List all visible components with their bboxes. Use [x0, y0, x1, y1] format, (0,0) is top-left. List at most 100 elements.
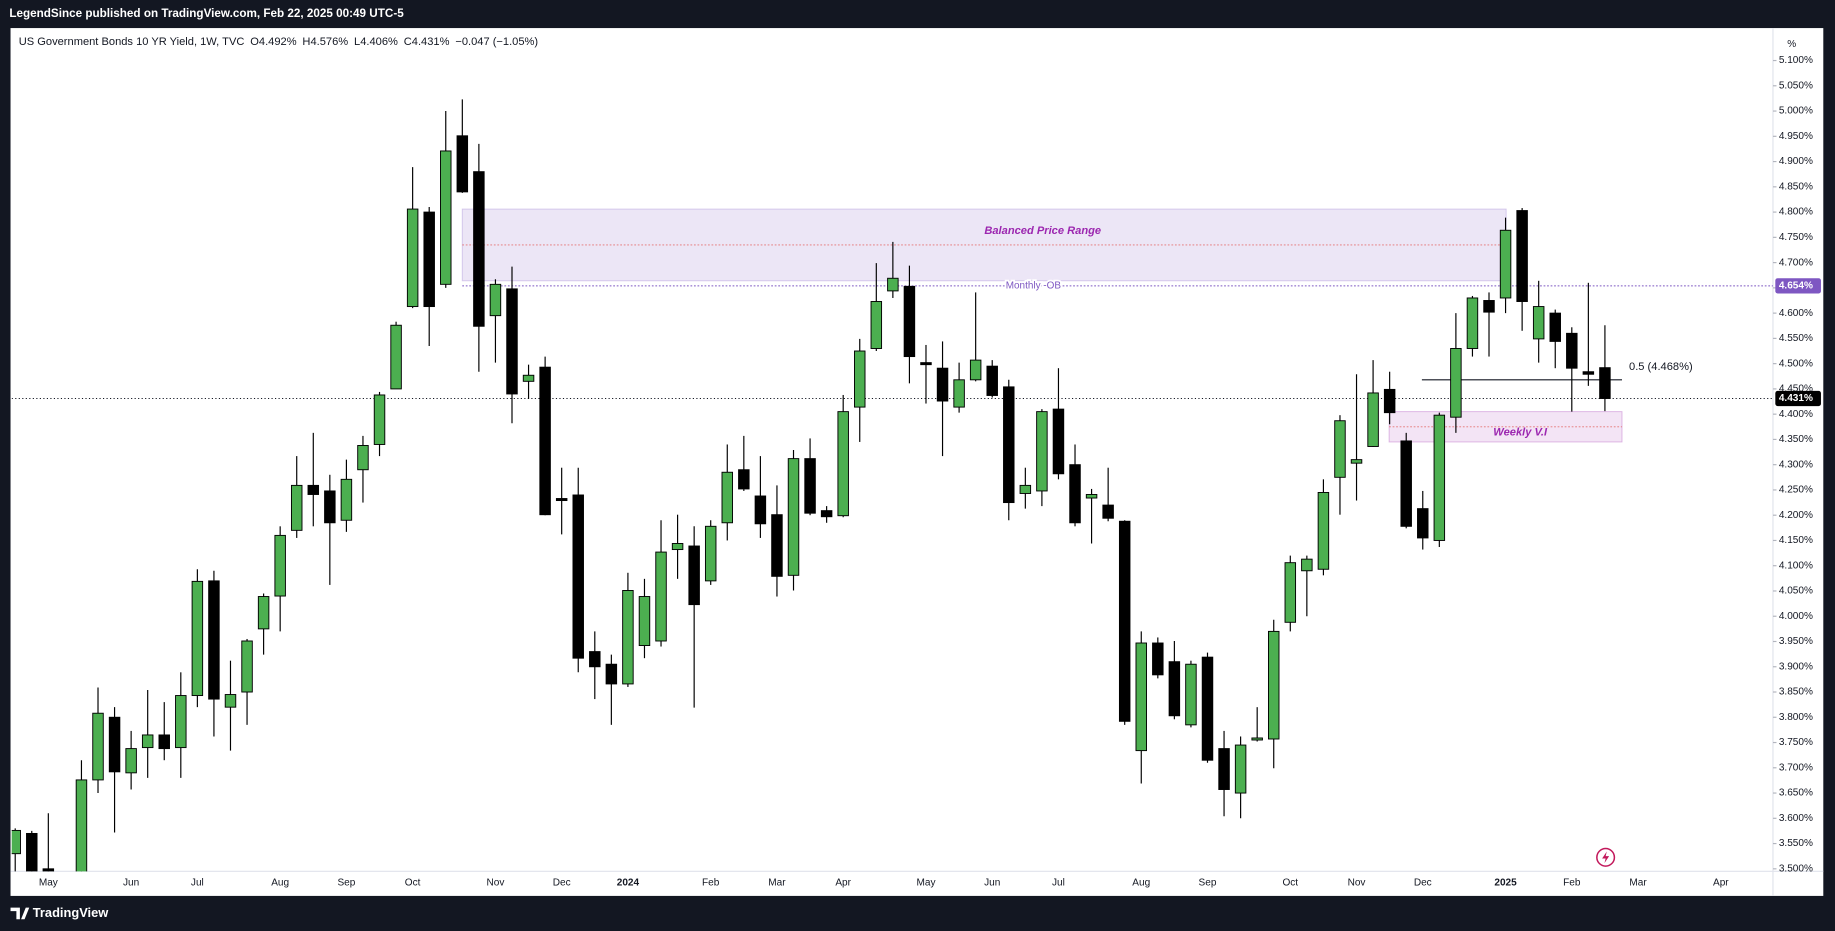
- candle-body: [605, 663, 618, 685]
- alert-icon[interactable]: [1596, 847, 1616, 867]
- candle-body: [440, 150, 452, 285]
- ohlc-key: L: [354, 36, 360, 48]
- candle-body: [1466, 297, 1479, 349]
- y-tick-label: 4.250%: [1779, 485, 1813, 496]
- x-tick-label: Aug: [1132, 878, 1150, 889]
- candle-body: [771, 514, 783, 577]
- candle-body: [589, 651, 601, 668]
- candle-body: [1201, 656, 1214, 761]
- candle-body: [738, 469, 750, 490]
- x-tick-label: 2024: [617, 878, 640, 889]
- x-tick-label: Sep: [1199, 878, 1217, 889]
- candle-body: [1019, 484, 1032, 494]
- y-tick-label: 4.400%: [1779, 409, 1813, 420]
- candle-body: [622, 590, 634, 685]
- candle-body: [390, 324, 402, 390]
- y-tick-label: 4.100%: [1779, 560, 1813, 571]
- x-tick-label: Oct: [1282, 878, 1298, 889]
- y-tick-label: 4.200%: [1779, 510, 1813, 521]
- candle-body: [1367, 392, 1379, 447]
- candle-body: [290, 484, 303, 531]
- candle-body: [456, 135, 469, 193]
- candle-body: [257, 596, 270, 630]
- candle-body: [1185, 663, 1197, 726]
- candle-body: [1582, 371, 1595, 375]
- candle-body: [1251, 737, 1263, 741]
- candle-body: [75, 779, 88, 872]
- price-tag-label: 4.431%: [1779, 393, 1813, 404]
- publisher: LegendSince published on TradingView.com…: [9, 7, 404, 20]
- y-tick-label: 4.050%: [1779, 586, 1813, 597]
- candle-body: [870, 301, 883, 349]
- candle-body: [754, 495, 767, 525]
- ohlc-key: H: [302, 36, 310, 48]
- y-tick-label: 3.950%: [1779, 636, 1813, 647]
- y-tick-label: 4.700%: [1779, 257, 1813, 268]
- candle-body: [175, 695, 187, 749]
- candle-body: [406, 208, 419, 308]
- fib-label: 0.5 (4.468%): [1629, 361, 1693, 373]
- y-tick-label: 4.850%: [1779, 181, 1813, 192]
- candle-body: [357, 445, 369, 471]
- candle-body: [688, 545, 700, 606]
- candle-body: [1102, 504, 1114, 519]
- y-tick-label: 4.750%: [1779, 232, 1813, 243]
- y-tick-label: 4.800%: [1779, 207, 1813, 218]
- brand: TradingView: [33, 905, 110, 920]
- candle-body: [489, 283, 502, 317]
- candle-body: [1234, 744, 1247, 794]
- candle-body: [1417, 508, 1429, 539]
- x-tick-label: Aug: [271, 878, 289, 889]
- y-tick-label: 4.000%: [1779, 611, 1813, 622]
- candle-body: [191, 580, 204, 697]
- candle-body: [854, 350, 866, 408]
- y-tick-label: 5.000%: [1779, 106, 1813, 117]
- candle-body: [1383, 388, 1396, 414]
- x-tick-label: Jun: [984, 878, 1000, 889]
- candle-body: [1284, 562, 1297, 623]
- price-tag: [1775, 278, 1821, 294]
- candle-body: [1135, 642, 1147, 752]
- candle-body: [539, 366, 551, 516]
- y-tick-label: 3.600%: [1779, 813, 1813, 824]
- candle-body: [1549, 312, 1561, 342]
- candle-body: [555, 498, 568, 502]
- y-tick-label: 4.150%: [1779, 535, 1813, 546]
- candle-body: [274, 534, 286, 597]
- candle-body: [1350, 459, 1363, 464]
- candle-body: [936, 367, 949, 402]
- y-tick-label: 4.300%: [1779, 459, 1813, 470]
- candle-body: [1267, 630, 1280, 740]
- y-tick-label: 4.900%: [1779, 156, 1813, 167]
- candle-body: [42, 868, 55, 872]
- ohlc-value: 4.492%: [259, 36, 297, 48]
- ohlc-key: O: [250, 36, 259, 48]
- x-tick-label: Mar: [1629, 878, 1647, 889]
- candle-body: [340, 478, 353, 521]
- candle-body: [208, 580, 220, 700]
- candle-body: [1499, 229, 1512, 299]
- candle-body: [704, 525, 717, 582]
- balanced-range-label: Balanced Price Range: [984, 225, 1101, 237]
- y-tick-label: 3.800%: [1779, 712, 1813, 723]
- y-tick-label: 5.050%: [1779, 80, 1813, 91]
- y-unit: %: [1787, 39, 1796, 50]
- candle-body: [473, 171, 485, 327]
- candle-body: [26, 832, 38, 872]
- candle-body: [1516, 210, 1528, 302]
- ohlc-value: 4.576%: [310, 36, 348, 48]
- candle-body: [1566, 332, 1578, 369]
- y-tick-label: 4.950%: [1779, 131, 1813, 142]
- y-tick-label: 5.100%: [1779, 55, 1813, 66]
- plot: Balanced Price Range Monthly -OB Weekly V.…: [11, 99, 1773, 872]
- candle-body: [1334, 420, 1346, 478]
- x-tick-label: Jun: [123, 878, 139, 889]
- candle-body: [787, 458, 800, 576]
- y-tick-label: 3.500%: [1779, 863, 1813, 874]
- symbol: US Government Bonds 10 YR Yield, 1W, TVC: [19, 36, 245, 48]
- y-tick-label: 3.750%: [1779, 737, 1813, 748]
- candle-body: [1152, 642, 1164, 676]
- candle-body: [1069, 464, 1081, 524]
- y-tick-label: 4.450%: [1779, 384, 1813, 395]
- candle-body: [920, 362, 932, 366]
